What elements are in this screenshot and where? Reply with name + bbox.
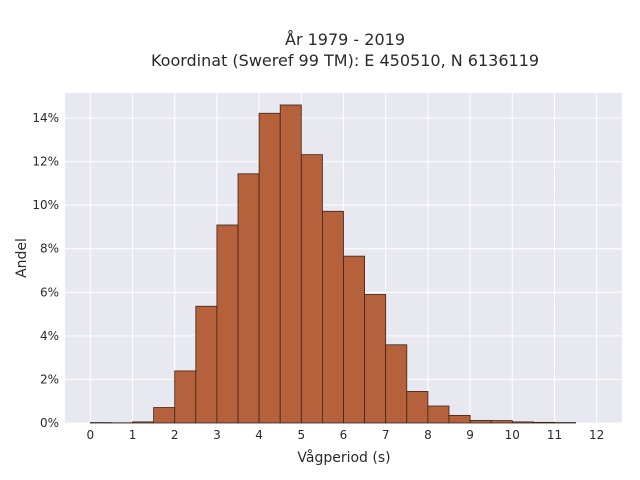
histogram-bar xyxy=(195,305,218,424)
histogram-bar xyxy=(237,173,260,424)
histogram-bar xyxy=(174,370,197,424)
y-tick-label: 0% xyxy=(40,416,59,430)
x-tick-label: 10 xyxy=(505,428,520,442)
x-tick-label: 2 xyxy=(171,428,179,442)
histogram-bar xyxy=(427,405,450,424)
y-tick-label: 10% xyxy=(32,198,59,212)
x-tick-label: 5 xyxy=(297,428,305,442)
x-tick-label: 3 xyxy=(213,428,221,442)
histogram-bar xyxy=(153,407,176,424)
histogram-bar xyxy=(511,421,534,424)
histogram-bar xyxy=(532,421,555,424)
histogram-bar xyxy=(364,294,387,424)
histogram-bar xyxy=(322,210,344,424)
x-tick-label: 8 xyxy=(424,428,432,442)
x-tick-label: 11 xyxy=(547,428,562,442)
histogram-bar xyxy=(132,421,155,424)
y-tick-label: 8% xyxy=(40,242,59,256)
y-tick-label: 12% xyxy=(32,155,59,169)
x-tick-label: 12 xyxy=(589,428,604,442)
y-tick-label: 14% xyxy=(32,111,59,125)
histogram-bar xyxy=(279,104,302,424)
y-tick-label: 4% xyxy=(40,329,59,343)
x-tick-labels: 0 1 2 3 4 5 6 7 8 9 10 11 12 xyxy=(86,428,604,442)
x-tick-label: 6 xyxy=(340,428,348,442)
chart-title-line-2: Koordinat (Sweref 99 TM): E 450510, N 61… xyxy=(151,51,539,70)
histogram-bar xyxy=(406,391,429,424)
x-tick-label: 7 xyxy=(382,428,390,442)
histogram-bar xyxy=(300,154,323,424)
y-axis-label: Andel xyxy=(14,238,30,278)
histogram-bar xyxy=(258,112,281,424)
histogram-bar xyxy=(385,344,408,424)
histogram-bar xyxy=(469,419,492,424)
histogram-bar xyxy=(216,224,239,424)
histogram-bar xyxy=(448,414,471,424)
histogram-bar xyxy=(490,420,513,424)
y-tick-label: 2% xyxy=(40,372,59,386)
x-tick-label: 0 xyxy=(86,428,94,442)
x-tick-label: 9 xyxy=(466,428,474,442)
y-tick-labels: 0% 2% 4% 6% 8% 10% 12% 14% xyxy=(32,111,59,430)
histogram-bar xyxy=(343,255,365,424)
bars xyxy=(89,104,576,424)
x-axis-label: Vågperiod (s) xyxy=(297,449,390,466)
y-tick-label: 6% xyxy=(40,285,59,299)
x-tick-label: 4 xyxy=(255,428,263,442)
x-tick-label: 1 xyxy=(129,428,137,442)
chart-title-line-1: År 1979 - 2019 xyxy=(285,30,405,49)
